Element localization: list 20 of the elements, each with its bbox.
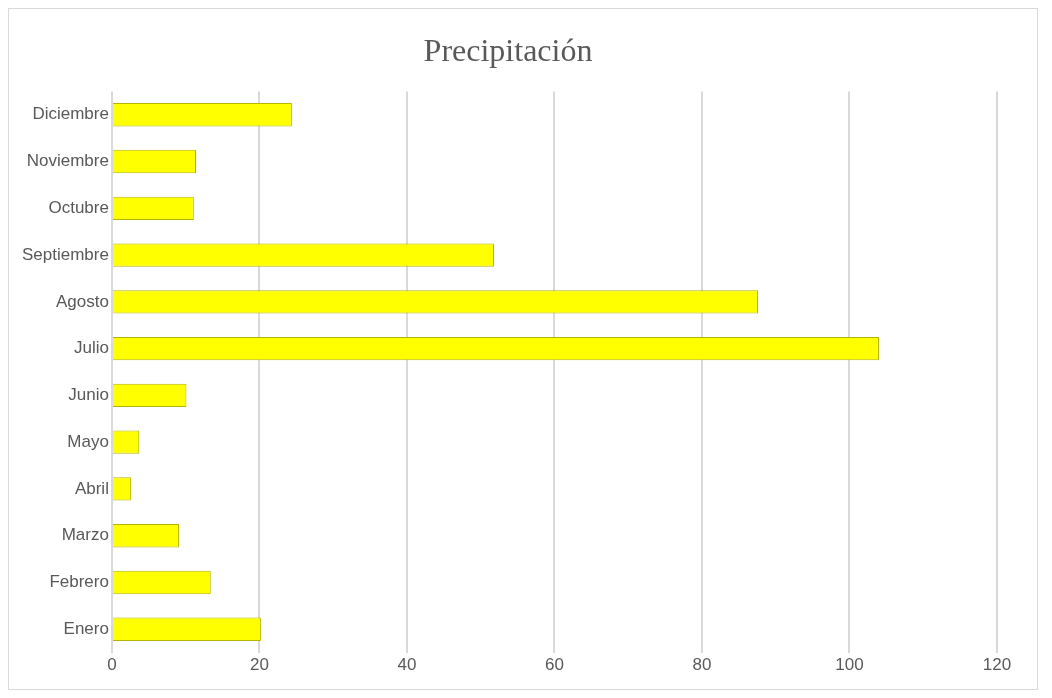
x-tick-label: 60 xyxy=(545,655,564,675)
x-tick-label: 100 xyxy=(835,655,864,675)
y-tick-label: Junio xyxy=(68,385,109,405)
y-tick-label: Septiembre xyxy=(22,244,109,264)
x-tick-label: 80 xyxy=(692,655,712,675)
y-tick-label: Abril xyxy=(74,478,109,498)
y-tick-label: Mayo xyxy=(67,431,109,451)
y-tick-label: Julio xyxy=(73,338,109,358)
y-tick-label: Diciembre xyxy=(32,104,109,124)
y-tick-label: Febrero xyxy=(49,572,109,592)
y-tick-label: Octubre xyxy=(48,198,109,217)
x-tick-label: 40 xyxy=(397,655,417,675)
y-tick-label: Enero xyxy=(63,618,109,638)
y-tick-label: Marzo xyxy=(61,525,109,545)
y-tick-label: Noviembre xyxy=(26,151,109,171)
chart-title: Precipitación xyxy=(423,31,593,68)
x-tick-label: 120 xyxy=(982,655,1012,675)
y-tick-label: Agosto xyxy=(56,291,109,311)
x-tick-label: 0 xyxy=(107,655,117,675)
x-tick-label: 20 xyxy=(249,655,269,675)
